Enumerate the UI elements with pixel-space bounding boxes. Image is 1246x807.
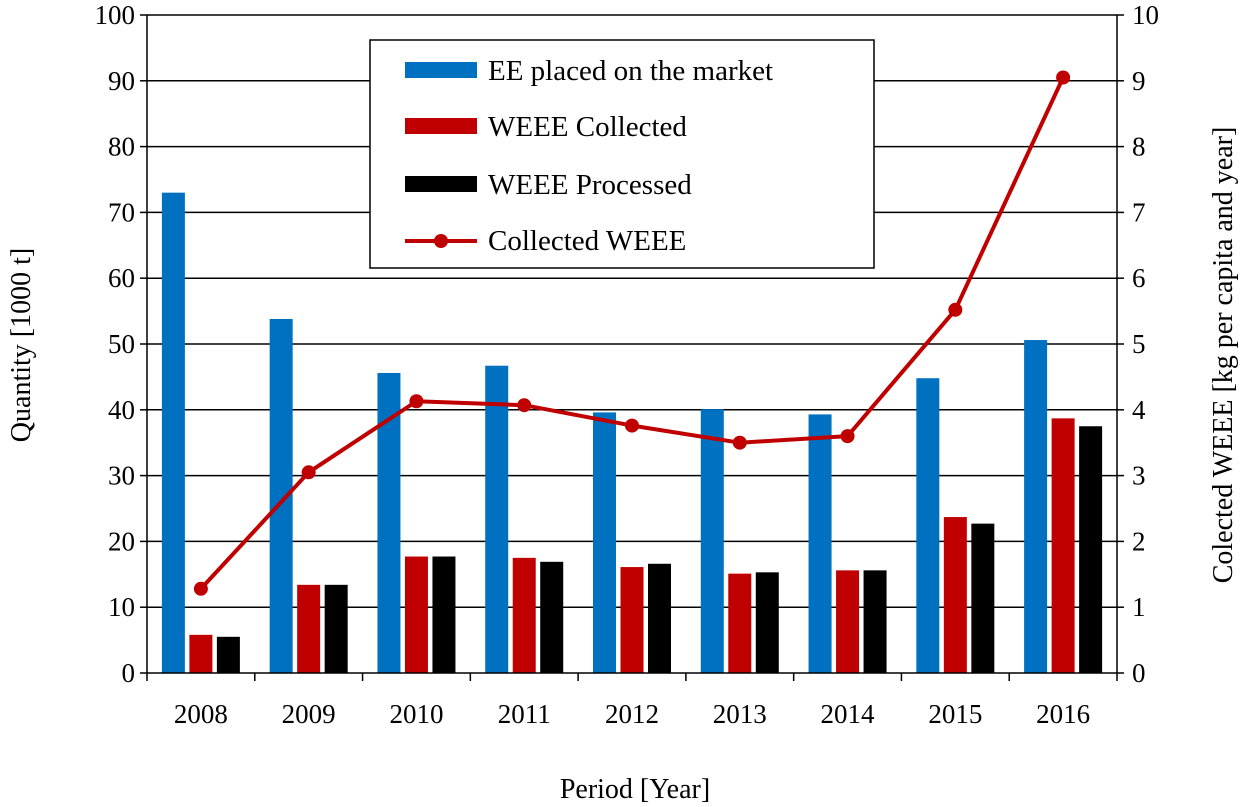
bar-ee-placed-on-the-market-2009 [269,318,293,673]
y2-tick-label: 3 [1132,461,1146,491]
y-axis-title: Quantity [1000 t] [6,248,37,442]
bar-ee-placed-on-the-market-2010 [377,372,401,673]
legend-marker-collected-weee [434,234,448,248]
legend-item-weee-collected: WEEE Collected [405,111,687,143]
y-tick-label: 40 [108,395,135,425]
x-tick-label: 2015 [928,699,982,729]
y2-tick-label: 4 [1132,395,1146,425]
bar-weee-processed-2016 [1079,426,1103,673]
line-point-2008 [193,581,208,596]
y2-tick-label: 10 [1132,0,1159,30]
bar-ee-placed-on-the-market-2014 [808,414,832,673]
legend-item-ee-placed: EE placed on the market [405,55,773,87]
y2-axis-title: Colected WEEE [kg per capita and year] [1208,127,1239,584]
y2-tick-label: 7 [1132,197,1146,227]
x-tick-label: 2009 [282,699,336,729]
x-tick-label: 2010 [389,699,443,729]
legend-swatch-ee-placed [405,62,477,78]
legend-swatch-weee-processed [405,176,477,192]
bar-ee-placed-on-the-market-2008 [161,192,185,673]
bar-weee-processed-2014 [863,570,887,673]
y2-tick-label: 1 [1132,592,1146,622]
legend-swatch-weee-collected [405,118,477,134]
x-tick-label: 2012 [605,699,659,729]
y2-tick-label: 0 [1132,658,1146,688]
x-tick-label: 2011 [498,699,551,729]
legend-item-weee-processed: WEEE Processed [405,169,692,201]
bar-weee-collected-2014 [836,570,860,673]
bar-weee-collected-2009 [297,584,321,673]
legend-item-collected-weee-line: Collected WEEE [405,225,686,257]
bar-weee-processed-2009 [324,584,348,673]
legend-label-weee-collected: WEEE Collected [488,111,687,143]
y-tick-label: 10 [108,592,135,622]
y2-tick-label: 8 [1132,132,1146,162]
bars [161,192,1103,673]
bar-ee-placed-on-the-market-2016 [1024,340,1048,673]
y2-tick-label: 9 [1132,66,1146,96]
line-point-2014 [840,429,855,444]
legend-label-weee-processed: WEEE Processed [488,169,692,201]
y2-tick-label: 6 [1132,263,1146,293]
line-series [193,70,1071,596]
bar-weee-collected-2012 [620,567,644,673]
bar-weee-processed-2013 [755,572,779,673]
line-point-2016 [1056,70,1071,85]
bar-weee-processed-2010 [432,556,456,673]
y-tick-label: 0 [122,658,136,688]
x-tick-label: 2008 [174,699,228,729]
y2-tick-label: 2 [1132,526,1146,556]
y-tick-label: 80 [108,132,135,162]
bar-ee-placed-on-the-market-2015 [916,378,940,673]
y-tick-label: 50 [108,329,135,359]
line-point-2011 [517,398,532,413]
bar-ee-placed-on-the-market-2013 [700,409,724,673]
bar-weee-collected-2015 [943,517,967,673]
legend: EE placed on the market WEEE Collected W… [369,39,875,269]
line-point-2009 [301,465,316,480]
y-tick-label: 30 [108,461,135,491]
x-tick-label: 2016 [1036,699,1090,729]
y-tick-label: 70 [108,197,135,227]
x-axis-title: Period [Year] [560,774,710,805]
bar-weee-collected-2008 [189,634,213,673]
legend-label-collected-weee: Collected WEEE [488,225,686,257]
bar-weee-processed-2015 [971,523,995,673]
y-tick-label: 60 [108,263,135,293]
y-tick-label: 100 [95,0,136,30]
x-tick-label: 2013 [713,699,767,729]
bar-weee-processed-2008 [216,636,240,673]
bar-weee-collected-2010 [404,556,428,673]
tick-labels: 0 10 20 30 40 50 60 70 80 90 100 0 1 2 3 4 5 6 7 8 9 10 2008 20… [95,0,1160,729]
x-tick-label: 2014 [821,699,876,729]
axes [140,14,1124,681]
bar-ee-placed-on-the-market-2011 [485,365,509,673]
legend-label-ee-placed: EE placed on the market [488,55,773,87]
bar-weee-collected-2016 [1051,418,1075,673]
bar-weee-processed-2011 [540,561,564,673]
bar-weee-collected-2011 [512,557,536,673]
y2-tick-label: 5 [1132,329,1146,359]
y-tick-label: 20 [108,526,135,556]
y-tick-label: 90 [108,66,135,96]
line-point-2010 [409,394,424,409]
bar-ee-placed-on-the-market-2012 [593,412,616,673]
bar-weee-collected-2013 [728,573,752,673]
line-point-2013 [732,435,747,450]
line-point-2015 [948,302,963,317]
bar-weee-processed-2012 [648,563,671,673]
line-point-2012 [625,418,639,433]
